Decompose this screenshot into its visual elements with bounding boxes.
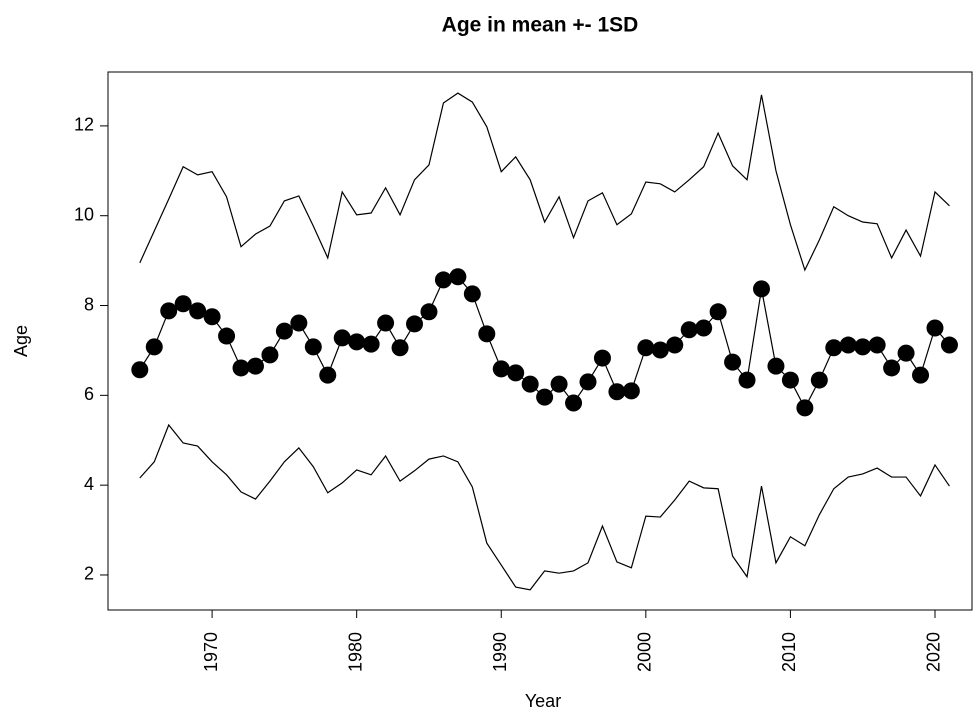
point [218,327,236,345]
point [695,319,713,337]
point [767,357,785,375]
point [854,338,872,356]
point [246,357,264,375]
point [304,338,322,356]
point [796,399,814,417]
point [391,339,409,357]
point [839,336,857,354]
x-tick-label: 2010 [779,632,799,672]
point [883,359,901,377]
point [131,361,149,379]
point [434,271,452,289]
point [492,360,510,378]
x-axis-label: Year [525,691,561,711]
point [536,388,554,406]
point [377,314,395,332]
x-tick-label: 1980 [345,632,365,672]
point [752,280,770,298]
point [825,339,843,357]
point [912,366,930,384]
x-tick-label: 1970 [201,632,221,672]
point [319,366,337,384]
y-tick-label: 4 [84,474,94,494]
point [651,341,669,359]
y-tick-label: 2 [84,564,94,584]
series-line [139,92,950,272]
point [868,336,886,354]
point [406,315,424,333]
point [565,394,583,412]
point [521,375,539,393]
point [174,295,192,313]
point [622,382,640,400]
x-tick-label: 2000 [635,632,655,672]
point [232,359,250,377]
point [463,285,481,303]
point [897,344,915,362]
point [637,339,655,357]
point [709,303,727,321]
point [680,321,698,339]
plot-box [107,71,973,611]
y-tick-label: 12 [74,115,94,135]
point [333,329,351,347]
y-tick-label: 8 [84,294,94,314]
point [579,373,597,391]
point [926,319,944,337]
point [940,336,958,354]
point [478,325,496,343]
y-tick-label: 6 [84,384,94,404]
chart-title: Age in mean +- 1SD [442,14,639,37]
point [275,322,293,340]
point [449,268,467,286]
y-tick-label: 10 [74,204,94,224]
point [420,303,438,321]
point [550,375,568,393]
point [810,371,828,389]
point [362,335,380,353]
x-tick-label: 1990 [490,632,510,672]
series-line [139,423,950,591]
point [593,349,611,367]
point [348,333,366,351]
point [781,371,799,389]
point [608,383,626,401]
point [290,314,308,332]
point [203,308,221,326]
point [261,346,279,364]
point [160,302,178,320]
y-axis-label: Age [11,325,31,357]
point [666,336,684,354]
point [507,364,525,382]
point [145,338,163,356]
point [738,371,756,389]
point [189,302,207,320]
x-tick-label: 2020 [924,632,944,672]
point [724,353,742,371]
